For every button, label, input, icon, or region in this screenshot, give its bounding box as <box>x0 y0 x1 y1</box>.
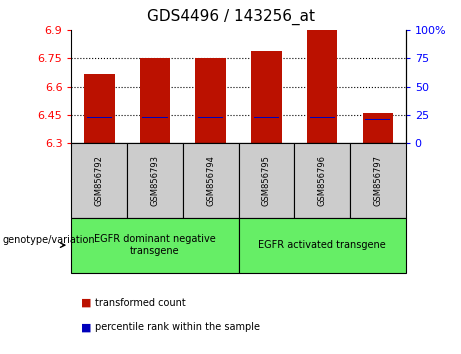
Bar <box>84 74 115 143</box>
Text: GDS4496 / 143256_at: GDS4496 / 143256_at <box>147 9 314 25</box>
Bar <box>251 51 282 143</box>
Text: GSM856793: GSM856793 <box>150 155 160 206</box>
Text: genotype/variation: genotype/variation <box>2 235 95 245</box>
Text: GSM856792: GSM856792 <box>95 155 104 206</box>
Text: EGFR dominant negative
transgene: EGFR dominant negative transgene <box>94 234 216 256</box>
Bar <box>140 58 170 143</box>
Bar <box>365 119 390 120</box>
Bar <box>362 113 393 143</box>
Text: transformed count: transformed count <box>95 298 185 308</box>
Bar <box>254 117 279 118</box>
Text: GSM856796: GSM856796 <box>318 155 327 206</box>
Text: percentile rank within the sample: percentile rank within the sample <box>95 322 260 332</box>
Bar <box>307 30 337 143</box>
Text: GSM856795: GSM856795 <box>262 155 271 206</box>
Text: GSM856794: GSM856794 <box>206 155 215 206</box>
Bar <box>142 117 167 118</box>
Text: ■: ■ <box>81 298 91 308</box>
Bar <box>310 117 335 118</box>
Text: EGFR activated transgene: EGFR activated transgene <box>258 240 386 250</box>
Text: ■: ■ <box>81 322 91 332</box>
FancyArrowPatch shape <box>60 243 65 247</box>
Bar <box>198 117 223 118</box>
Bar <box>87 117 112 118</box>
Text: GSM856797: GSM856797 <box>373 155 382 206</box>
Bar <box>195 58 226 143</box>
